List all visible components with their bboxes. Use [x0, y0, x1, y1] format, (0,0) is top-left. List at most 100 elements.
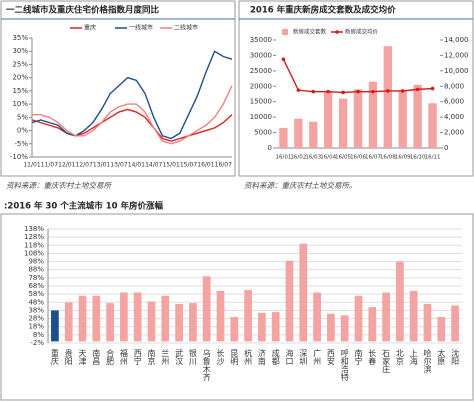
bar [78, 295, 87, 342]
y-tick-label: 88% [28, 266, 44, 274]
bar [120, 292, 128, 342]
x-tick-label: 重庆 [50, 348, 59, 366]
y-tick-label: 14,000 [444, 36, 469, 44]
panel [0, 0, 236, 177]
x-tick-label: 石家庄 [382, 349, 391, 374]
y-tick-label: 35% [12, 34, 28, 42]
y-tick-label: 118% [24, 241, 44, 249]
x-tick-label: 广州 [313, 348, 322, 365]
x-tick-label: 16/11 [425, 155, 441, 161]
y-tick-label: 38% [28, 306, 44, 314]
y-tick-label: 8% [33, 331, 44, 339]
bar [324, 90, 333, 148]
x-tick-label: 14/01 [128, 162, 145, 169]
line-point [341, 90, 345, 95]
x-tick-label: 天津 [78, 349, 87, 366]
x-tick-label: 乌鲁木齐 [202, 348, 211, 382]
x-tick-label: 14/07 [145, 162, 162, 169]
y-tick-label: 4,000 [444, 113, 464, 121]
x-tick-label: 成都 [271, 348, 280, 366]
y-tick-label: 98% [28, 258, 44, 266]
y-tick-label: 15% [12, 87, 28, 95]
x-tick-label: 南昌 [92, 348, 101, 366]
bar [383, 46, 392, 148]
bar [161, 295, 170, 342]
bar [368, 81, 378, 148]
x-tick-label: 昆明 [230, 349, 239, 366]
x-tick-label: 16/07 [215, 162, 232, 169]
bar [398, 90, 407, 148]
line [32, 85, 233, 145]
bar [279, 127, 288, 148]
x-tick-label: 16/04 [320, 155, 336, 161]
source: 资料来源：重庆农村土地交易所。 [244, 181, 357, 190]
x-tick-label: 海口 [285, 348, 294, 365]
x-tick-label: 上海 [409, 349, 418, 366]
bar [368, 307, 377, 342]
x-tick-label: 长春 [368, 348, 377, 365]
x-tick-label: 12/07 [76, 162, 93, 169]
bar [338, 98, 348, 148]
bar [92, 295, 101, 342]
bar [285, 260, 294, 342]
bar [413, 84, 422, 148]
x-tick-label: 16/09 [395, 155, 411, 161]
y-tick-label: 2,000 [444, 129, 464, 137]
y-tick-label: 20% [12, 74, 28, 82]
bar [294, 118, 303, 148]
x-tick-label: 兰州 [161, 348, 170, 365]
bar [437, 316, 446, 342]
x-tick-label: 16/05 [335, 155, 351, 161]
y-tick-label: 48% [28, 298, 44, 306]
y-tick-label: 128% [24, 233, 44, 241]
x-tick-label: 南宁 [354, 348, 363, 365]
line-point [326, 89, 330, 94]
legend-label: 一线城市 [129, 24, 153, 32]
x-tick-label: 长沙 [216, 348, 225, 365]
line-point [296, 88, 301, 92]
bar [189, 303, 197, 342]
bar [258, 312, 266, 342]
bar [299, 243, 308, 342]
y-tick-label: 28% [28, 315, 44, 323]
y-tick-label: 108% [24, 249, 44, 257]
panel [238, 0, 474, 177]
y-tick-label: 138% [24, 225, 44, 233]
y-tick-label: 68% [28, 282, 44, 290]
y-tick-label: 15000 [250, 98, 272, 106]
x-tick-label: 杭州 [244, 348, 253, 365]
y-tick-label: 30% [12, 47, 28, 55]
x-tick-label: 15/01 [162, 162, 179, 169]
y-tick-label: 10,000 [444, 67, 469, 75]
x-tick-label: 16/01 [197, 162, 214, 169]
x-tick-label: 16/03 [305, 155, 321, 161]
bar [271, 312, 280, 342]
y-tick-label: 58% [28, 290, 44, 298]
line-point [430, 86, 435, 91]
y-tick-label: 5% [17, 113, 28, 121]
line-point [311, 89, 316, 94]
x-tick-label: 武汉 [175, 348, 184, 366]
y-tick-label: 0 [268, 144, 272, 152]
legend-swatch [335, 30, 339, 34]
x-tick-label: 16/07 [365, 155, 381, 161]
x-tick-label: 11/01 [23, 162, 40, 169]
legend-label: 重庆 [84, 24, 96, 32]
x-tick-label: 北京 [395, 349, 404, 366]
chart-title: 一二线城市及重庆住宅价格指数月度同比 [6, 5, 160, 16]
y-tick-label: 10% [12, 100, 28, 108]
bar [423, 303, 432, 342]
y-tick-label: 0% [17, 127, 28, 135]
x-tick-label: 南京 [147, 348, 156, 366]
panel [0, 213, 474, 401]
line-point [281, 57, 286, 62]
x-tick-label: 16/08 [380, 155, 396, 161]
x-tick-label: 15/07 [180, 162, 197, 169]
x-tick-label: 11/07 [41, 162, 58, 169]
bar [327, 313, 335, 342]
line-point [386, 89, 390, 93]
bar [106, 303, 114, 342]
x-tick-label: 16/10 [410, 155, 426, 161]
y-tick-label: 25% [12, 60, 28, 68]
line [31, 50, 233, 140]
